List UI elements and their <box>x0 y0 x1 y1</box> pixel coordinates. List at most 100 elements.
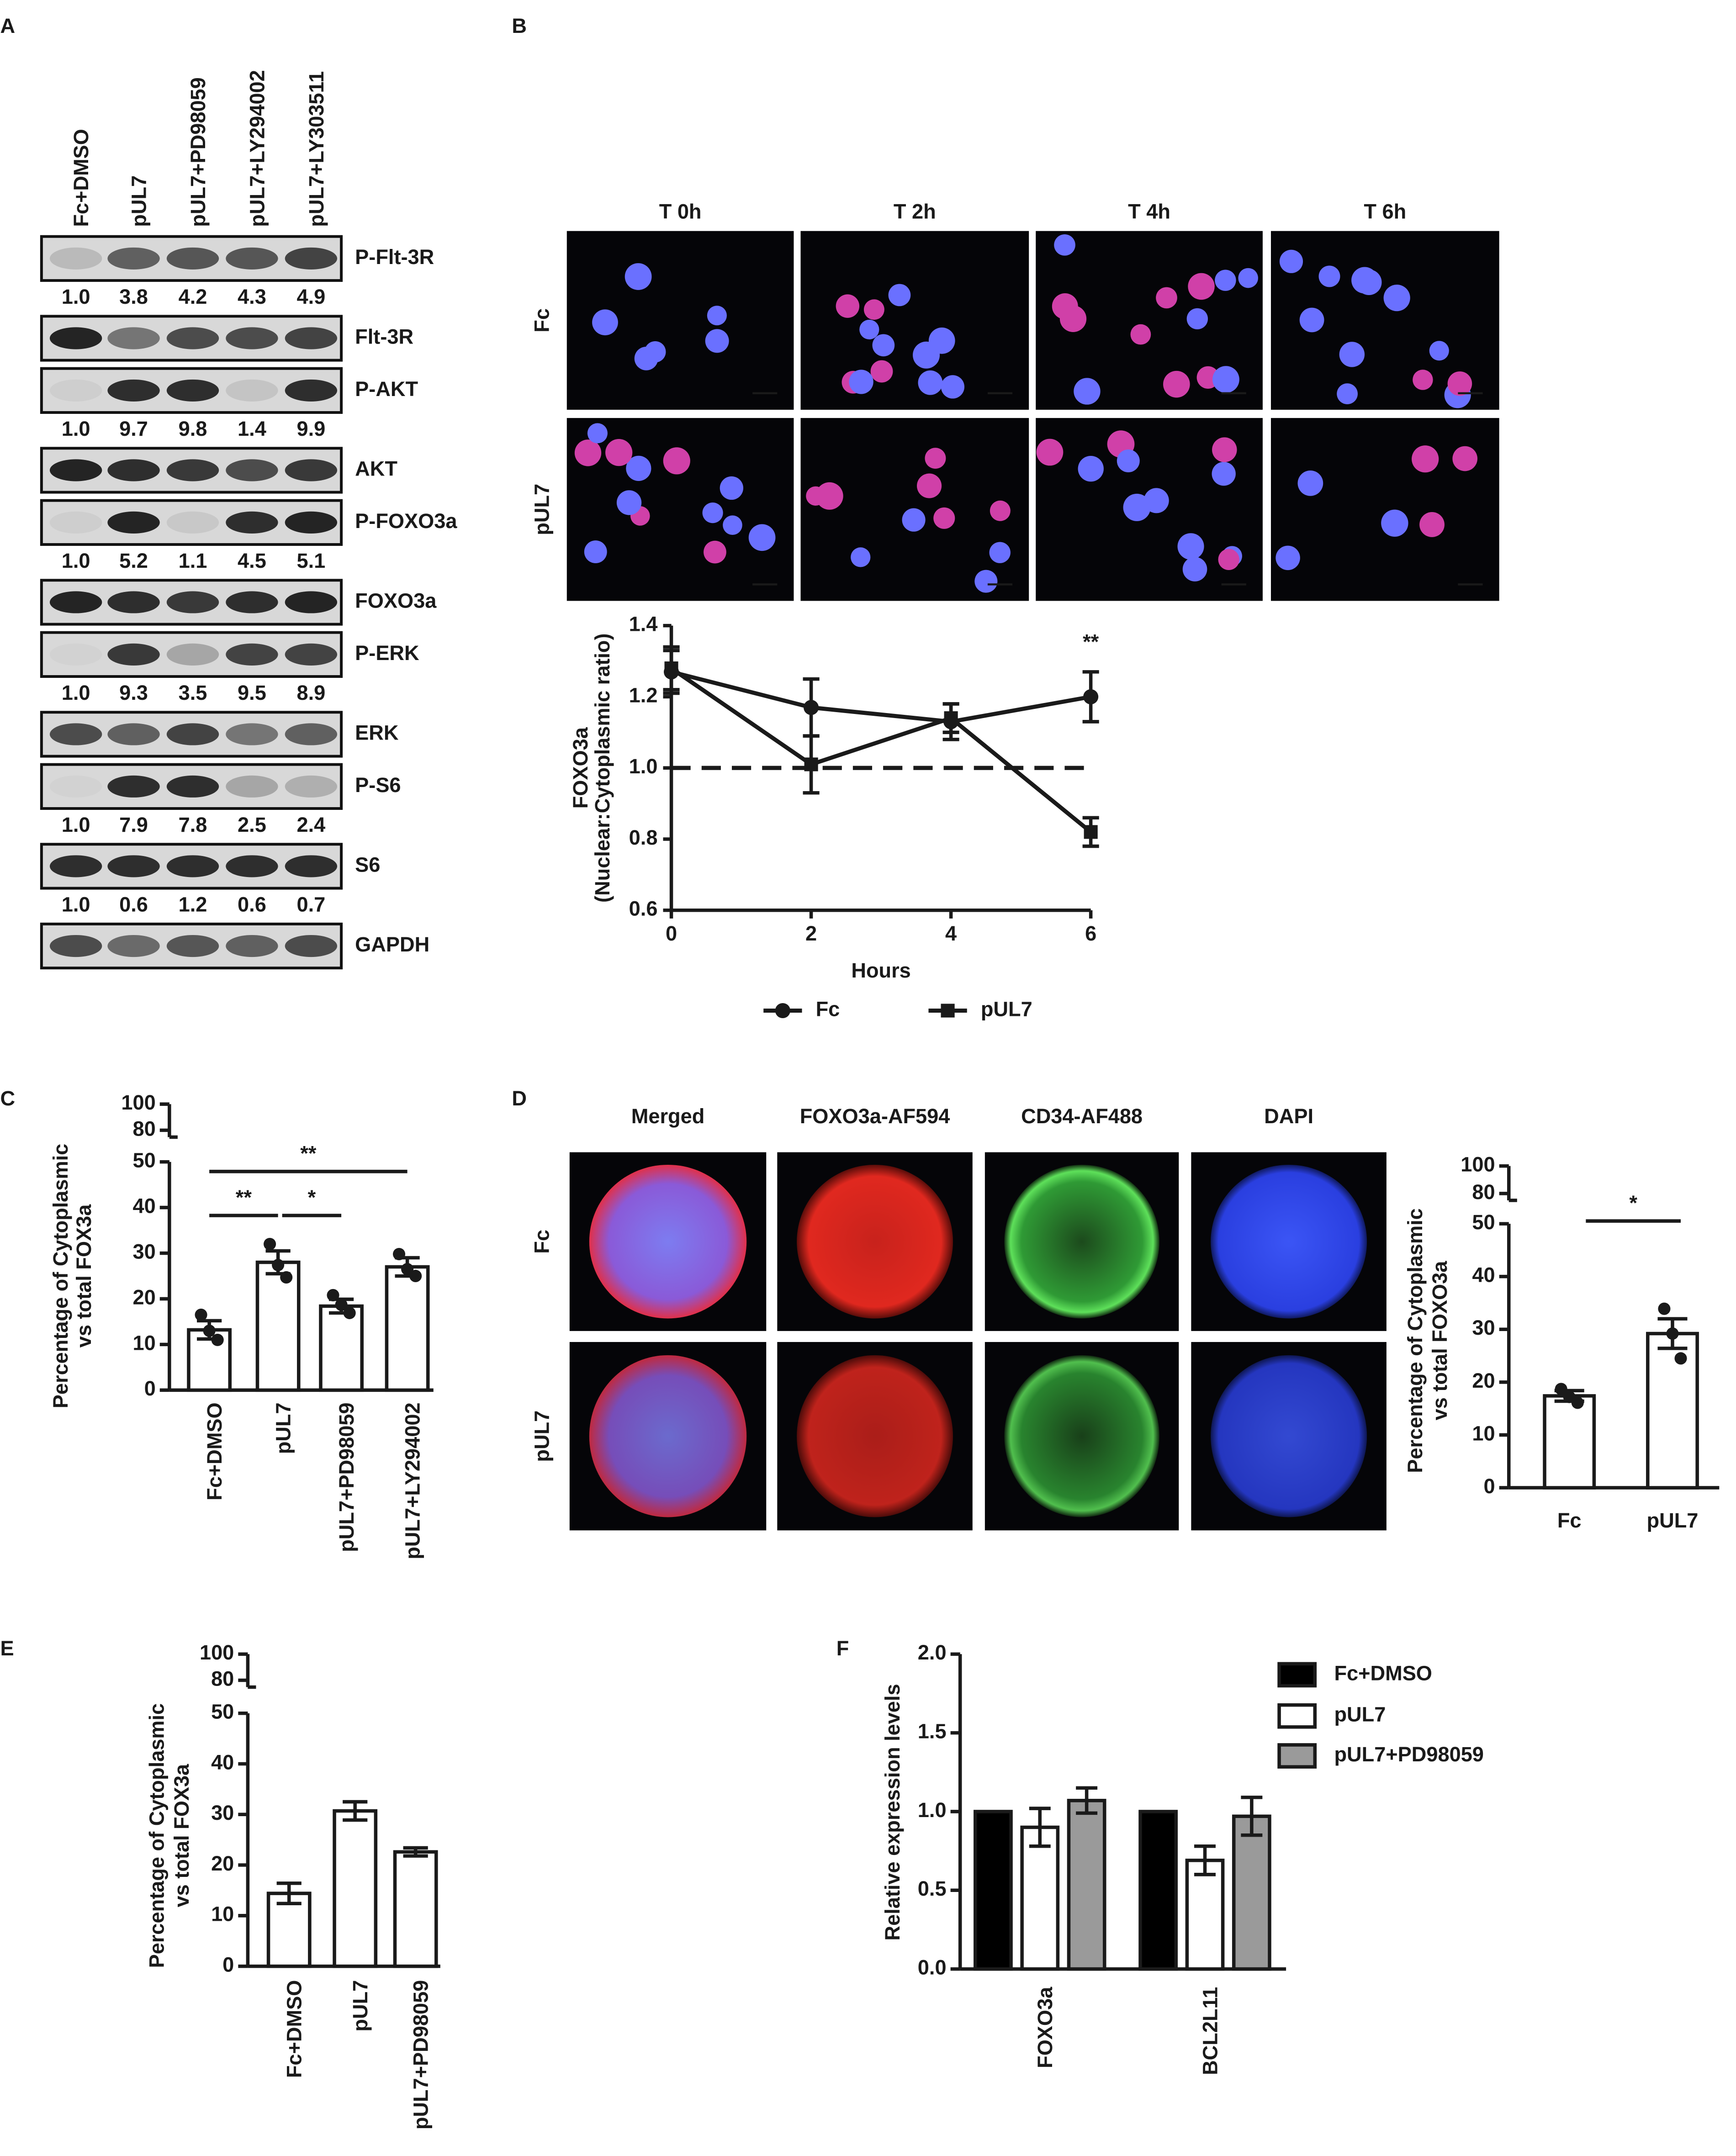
y-tick-label: 10 <box>211 1902 234 1926</box>
blot-band <box>107 643 160 666</box>
blot-band <box>226 459 278 481</box>
cell <box>1130 324 1151 345</box>
cell <box>704 540 726 564</box>
blot-label: AKT <box>355 457 397 480</box>
y-axis-label: vs total FOXO3a <box>1428 1261 1451 1421</box>
cell <box>1339 342 1365 367</box>
blot-band <box>226 935 278 957</box>
image-row-label: pUL7 <box>530 1411 554 1462</box>
image-column-label: T 4h <box>1128 200 1170 223</box>
x-tick-label: pUL7 <box>349 1980 372 2032</box>
cell <box>707 306 727 326</box>
cell <box>1156 287 1177 309</box>
cell <box>870 360 893 383</box>
blot-label: Flt-3R <box>355 325 413 348</box>
x-tick-label: 4 <box>945 922 957 945</box>
cell <box>1351 267 1378 294</box>
blot-band <box>226 591 278 613</box>
blot-band <box>226 511 278 534</box>
band-quant: 5.1 <box>296 549 325 572</box>
x-tick-label: pUL7 <box>1647 1509 1699 1532</box>
bar <box>1185 1859 1225 1971</box>
significance: ** <box>1083 630 1099 654</box>
cell <box>902 508 926 532</box>
cell <box>1419 512 1445 537</box>
cell <box>1059 305 1087 332</box>
y-tick-label: 0.8 <box>629 826 658 849</box>
cell <box>1212 437 1237 462</box>
y-tick-label: 0.0 <box>918 1956 947 1979</box>
bar <box>393 1850 438 1968</box>
blot-band <box>166 459 219 481</box>
cell <box>702 502 723 523</box>
blot-band <box>49 511 102 534</box>
blot-band <box>285 459 338 481</box>
micrograph <box>1270 418 1499 601</box>
data-point <box>1674 1352 1687 1365</box>
y-tick-label: 2.0 <box>918 1641 947 1664</box>
cell <box>863 299 884 320</box>
data-point <box>401 1263 414 1276</box>
band-quant: 0.6 <box>238 893 266 916</box>
blot-label: FOXO3a <box>355 589 437 612</box>
cell <box>592 309 618 336</box>
cell <box>797 1355 953 1517</box>
cell <box>1381 509 1408 537</box>
y-tick-label: 0 <box>1484 1474 1495 1498</box>
cell <box>1279 249 1303 273</box>
blot-band <box>49 935 102 957</box>
blot-label: P-S6 <box>355 773 401 797</box>
image-row-label: Fc <box>530 1230 554 1254</box>
y-tick-label: 30 <box>211 1801 234 1824</box>
band-quant: 9.5 <box>238 681 266 704</box>
bar <box>1067 1799 1106 1971</box>
band-quant: 9.7 <box>119 417 148 440</box>
cell <box>1383 285 1410 312</box>
cell <box>1299 307 1324 333</box>
band-quant: 0.6 <box>119 893 148 916</box>
lane-label: pUL7+PD98059 <box>186 77 210 227</box>
bar <box>1138 1810 1178 1971</box>
blot-band <box>226 247 278 270</box>
cell <box>859 319 879 340</box>
cell <box>644 341 666 363</box>
blot-band <box>226 379 278 402</box>
significance: * <box>308 1186 316 1209</box>
cell <box>797 1164 953 1319</box>
data-point <box>203 1324 216 1337</box>
cell <box>990 500 1011 521</box>
marker <box>804 757 818 772</box>
legend-label: Fc+DMSO <box>1334 1661 1432 1685</box>
cell <box>989 542 1011 563</box>
data-point <box>343 1306 356 1319</box>
panel-letter: F <box>836 1637 849 1660</box>
data-point <box>335 1298 348 1311</box>
micrograph <box>800 231 1029 410</box>
cell <box>1004 1355 1159 1517</box>
legend-marker <box>941 1004 955 1018</box>
x-tick-label: pUL7 <box>272 1402 295 1454</box>
panel-letter: D <box>512 1087 527 1110</box>
y-axis-label: vs total FOX3a <box>72 1204 95 1348</box>
y-tick-label: 30 <box>1472 1316 1495 1339</box>
cell <box>616 490 642 515</box>
x-tick-label: pUL7+PD98059 <box>409 1980 433 2130</box>
y-tick-label: 1.0 <box>918 1798 947 1822</box>
significance: ** <box>236 1186 252 1209</box>
blot-label: P-Flt-3R <box>355 245 434 269</box>
band-quant: 4.5 <box>238 549 266 572</box>
significance: ** <box>300 1141 317 1165</box>
band-quant: 0.7 <box>296 893 325 916</box>
legend-swatch <box>1277 1662 1317 1688</box>
blot-band <box>285 723 338 745</box>
cell <box>584 540 607 564</box>
data-point <box>211 1333 224 1346</box>
blot-band <box>285 379 338 402</box>
legend-label: pUL7+PD98059 <box>1334 1743 1483 1766</box>
blot-band <box>226 775 278 798</box>
blot-band <box>107 511 160 534</box>
band-quant: 1.0 <box>62 417 90 440</box>
cell <box>589 1164 747 1319</box>
